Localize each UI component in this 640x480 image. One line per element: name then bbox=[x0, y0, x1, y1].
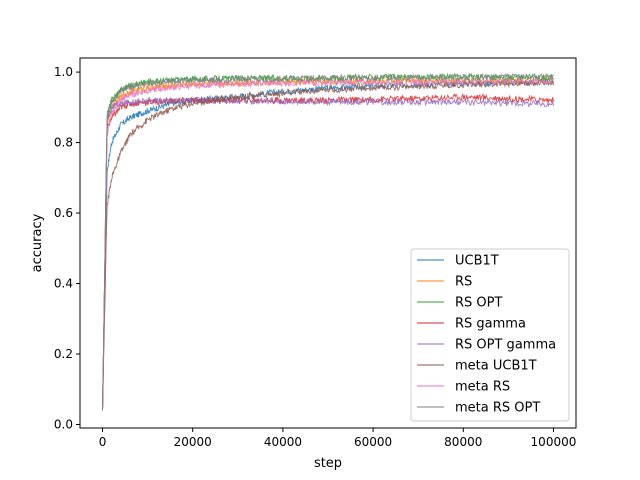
legend-label: RS bbox=[455, 275, 472, 290]
x-axis-label: step bbox=[314, 456, 342, 471]
y-tick-label: 1.0 bbox=[54, 65, 73, 79]
legend-box bbox=[410, 248, 570, 422]
x-tick-label: 80000 bbox=[444, 435, 482, 449]
legend-label: UCB1T bbox=[455, 254, 499, 269]
y-tick-label: 0.2 bbox=[54, 347, 73, 361]
legend: UCB1T RS RS OPT RS gamma RS OPT gamma meta UC… bbox=[410, 248, 570, 422]
legend-label: RS OPT gamma bbox=[455, 338, 556, 353]
x-tick-label: 40000 bbox=[264, 435, 302, 449]
y-axis-ticks: 0.0 0.2 0.4 0.6 0.8 1.0 bbox=[54, 65, 80, 431]
y-tick-label: 0.4 bbox=[54, 277, 73, 291]
legend-label: RS gamma bbox=[455, 317, 526, 332]
x-tick-label: 0 bbox=[99, 435, 107, 449]
series-lines bbox=[102, 72, 554, 411]
y-axis-label: accuracy bbox=[30, 213, 45, 272]
series-line-5 bbox=[102, 95, 554, 411]
x-tick-label: 100000 bbox=[531, 435, 577, 449]
legend-label: meta UCB1T bbox=[455, 359, 537, 374]
series-line-8 bbox=[102, 72, 554, 411]
legend-label: RS OPT bbox=[455, 296, 502, 311]
series-line-4 bbox=[102, 93, 554, 411]
legend-label: meta RS bbox=[455, 380, 510, 395]
series-line-6 bbox=[102, 79, 554, 411]
series-line-7 bbox=[102, 77, 554, 411]
legend-label: meta RS OPT bbox=[455, 401, 540, 416]
x-tick-label: 20000 bbox=[174, 435, 212, 449]
x-axis-ticks: 0 20000 40000 60000 80000 100000 bbox=[99, 428, 577, 449]
y-tick-label: 0.0 bbox=[54, 417, 73, 431]
y-tick-label: 0.6 bbox=[54, 206, 73, 220]
x-tick-label: 60000 bbox=[354, 435, 392, 449]
y-tick-label: 0.8 bbox=[54, 136, 73, 150]
plot-frame bbox=[79, 57, 577, 429]
